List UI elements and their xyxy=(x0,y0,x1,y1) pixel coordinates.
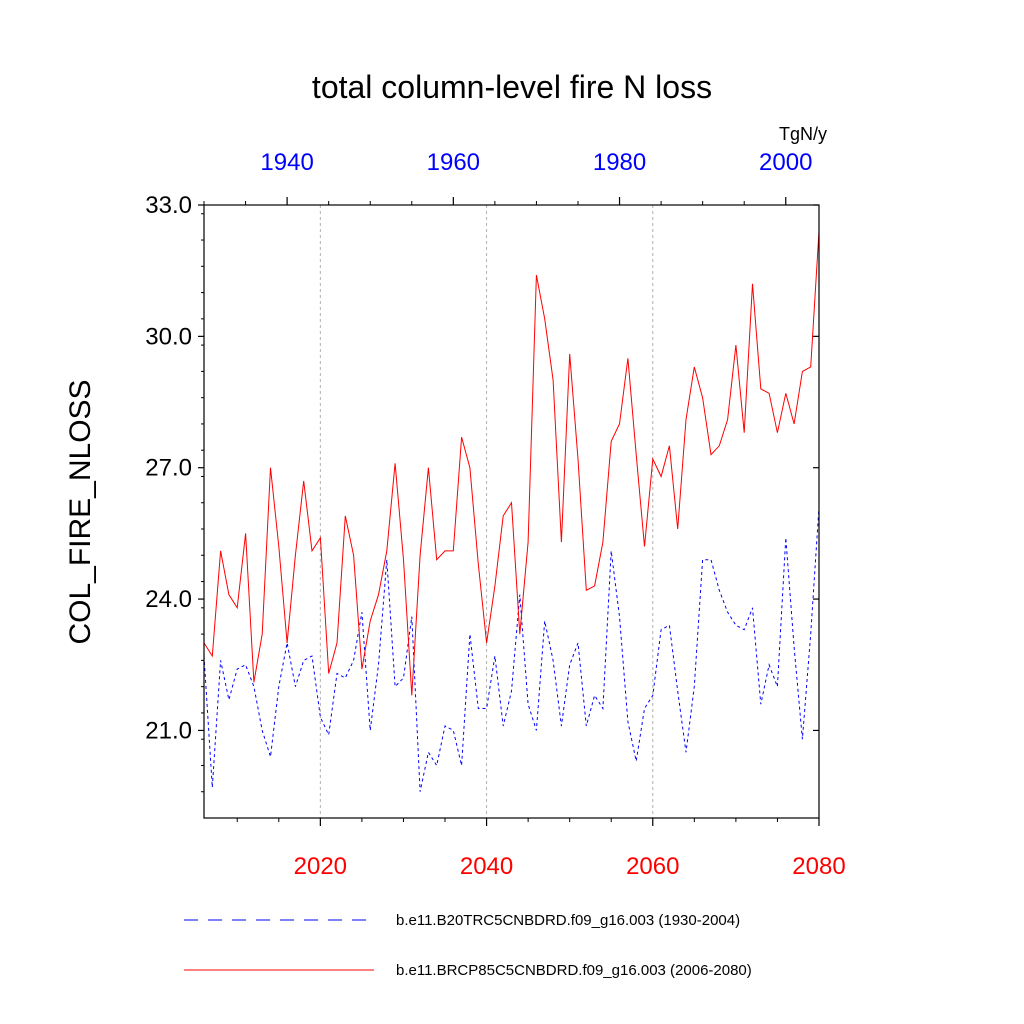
x-top-tick-label: 1940 xyxy=(260,149,313,176)
legend-label-rcp85: b.e11.BRCP85C5CNBDRD.f09_g16.003 (2006-2… xyxy=(396,962,752,979)
x-top-tick-label: 1980 xyxy=(593,149,646,176)
y-axis-label: COL_FIRE_NLOSS xyxy=(64,379,97,644)
units-label: TgN/y xyxy=(779,124,827,144)
x-top-tick-label: 2000 xyxy=(759,149,812,176)
x-bottom-tick-label: 2080 xyxy=(792,853,845,880)
x-bottom-tick-label: 2040 xyxy=(460,853,513,880)
x-top-tick-label: 1960 xyxy=(427,149,480,176)
plot-frame xyxy=(203,204,820,819)
y-tick-label: 27.0 xyxy=(145,455,192,482)
y-tick-label: 24.0 xyxy=(145,586,192,613)
series-layer xyxy=(203,231,820,792)
series-line-rcp85 xyxy=(203,231,820,696)
tick-layer: 21.0 24.0 27.0 30.0 33.0 2020 2040 2060 2080 1940… xyxy=(145,149,845,880)
y-tick-label: 33.0 xyxy=(145,192,192,219)
x-bottom-tick-label: 2060 xyxy=(626,853,679,880)
y-tick-label: 21.0 xyxy=(145,717,192,744)
legend: b.e11.B20TRC5CNBDRD.f09_g16.003 (1930-20… xyxy=(184,912,752,979)
x-bottom-tick-label: 2020 xyxy=(294,853,347,880)
y-tick-label: 30.0 xyxy=(145,323,192,350)
series-line-historical xyxy=(203,507,820,792)
legend-label-historical: b.e11.B20TRC5CNBDRD.f09_g16.003 (1930-20… xyxy=(396,912,740,929)
chart-title: total column-level fire N loss xyxy=(312,69,712,105)
